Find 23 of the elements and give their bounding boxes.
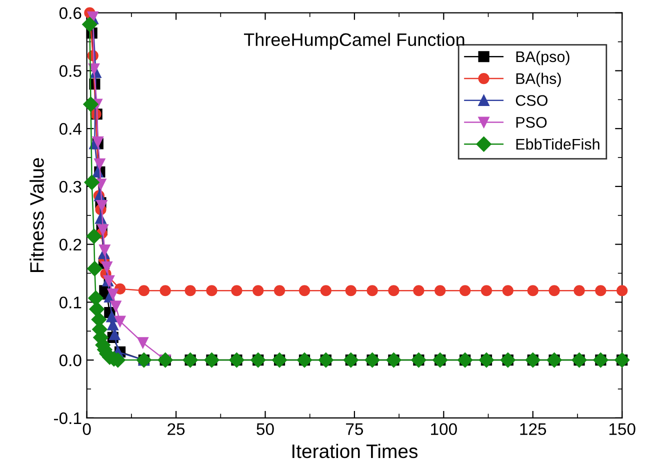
y-tick-label: 0.2 [59,238,82,251]
x-tick-label: 25 [168,423,185,436]
x-tick-label: 0 [82,423,91,436]
x-tick-label: 125 [520,423,546,436]
y-tick-label: 0.1 [59,296,82,308]
legend-label: BA(hs) [516,72,561,88]
x-tick-label: 100 [431,423,457,436]
y-tick-label: 0.3 [59,180,82,193]
x-tick-label: 75 [346,423,364,436]
x-tick-label: 150 [609,423,636,436]
y-tick-label: 0.4 [59,122,82,135]
y-axis-title: Fitness Value [30,158,44,272]
y-tick-label: 0.6 [59,7,82,20]
y-tick-label: -0.1 [54,412,82,424]
legend-label: BA(pso) [516,50,570,66]
legend-label: PSO [516,116,547,128]
y-tick-label: 0.5 [59,65,82,77]
x-axis-title: Iteration Times [292,444,418,458]
legend-label: CSO [516,95,548,106]
x-tick-label: 50 [256,423,274,436]
legend-label: EbbTideFish [516,138,600,150]
text: ThreeHumpCamel Function [244,32,464,50]
y-tick-label: 0.0 [59,354,82,366]
